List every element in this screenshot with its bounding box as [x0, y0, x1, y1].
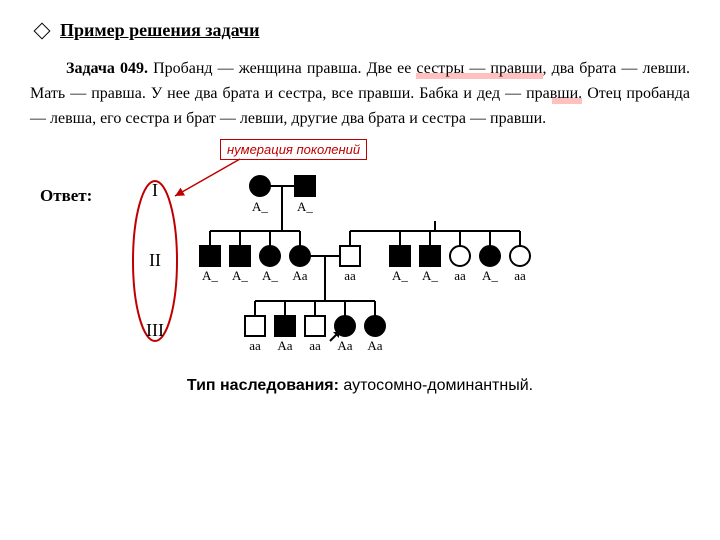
- bullet-diamond: [34, 22, 51, 39]
- task-text-hl1: сестры — правши: [416, 60, 542, 77]
- gen-label-3: III: [146, 320, 164, 340]
- svg-text:aa: aa: [454, 268, 466, 283]
- svg-text:A_: A_: [232, 268, 248, 283]
- task-text-0: Пробанд — женщина правша. Две ее: [148, 60, 411, 77]
- svg-text:Aa: Aa: [292, 268, 307, 283]
- gen1-group: A_ A_: [210, 176, 315, 246]
- gen2-right-sibship: [350, 221, 520, 246]
- svg-text:aa: aa: [344, 268, 356, 283]
- conclusion-value: аутосомно-доминантный.: [339, 377, 533, 394]
- svg-text:A_: A_: [202, 268, 218, 283]
- gen-label-1: I: [152, 180, 158, 200]
- svg-text:Aa: Aa: [277, 338, 292, 353]
- svg-text:aa: aa: [249, 338, 261, 353]
- svg-text:A_: A_: [262, 268, 278, 283]
- section-header: Пример решения задачи: [30, 20, 690, 41]
- svg-text:Aa: Aa: [337, 338, 352, 353]
- pedigree-area: нумерация поколений Ответ: I II III A_ A…: [30, 141, 690, 371]
- svg-text:aa: aa: [514, 268, 526, 283]
- section-title: Пример решения задачи: [60, 20, 259, 41]
- task-label: Задача 049.: [66, 60, 148, 77]
- conclusion-label: Тип наследования:: [187, 377, 339, 394]
- svg-text:A_: A_: [392, 268, 408, 283]
- svg-text:aa: aa: [309, 338, 321, 353]
- pedigree-svg: I II III A_ A_: [30, 141, 690, 371]
- svg-text:Aa: Aa: [367, 338, 382, 353]
- svg-text:A_: A_: [482, 268, 498, 283]
- gen-label-2: II: [149, 250, 161, 270]
- svg-text:A_: A_: [252, 199, 268, 214]
- gen2-group: A_ A_ A_ Aa aa A_ A_ aa A_ aa: [200, 246, 530, 283]
- annotation-arrow: [175, 159, 240, 196]
- task-text-2: ,: [543, 60, 552, 77]
- svg-text:A_: A_: [422, 268, 438, 283]
- svg-text:A_: A_: [297, 199, 313, 214]
- conclusion: Тип наследования: аутосомно-доминантный.: [30, 377, 690, 395]
- gen3-group: aa Aa aa Aa Aa: [245, 316, 385, 353]
- task-paragraph: Задача 049. Пробанд — женщина правша. Дв…: [30, 57, 690, 131]
